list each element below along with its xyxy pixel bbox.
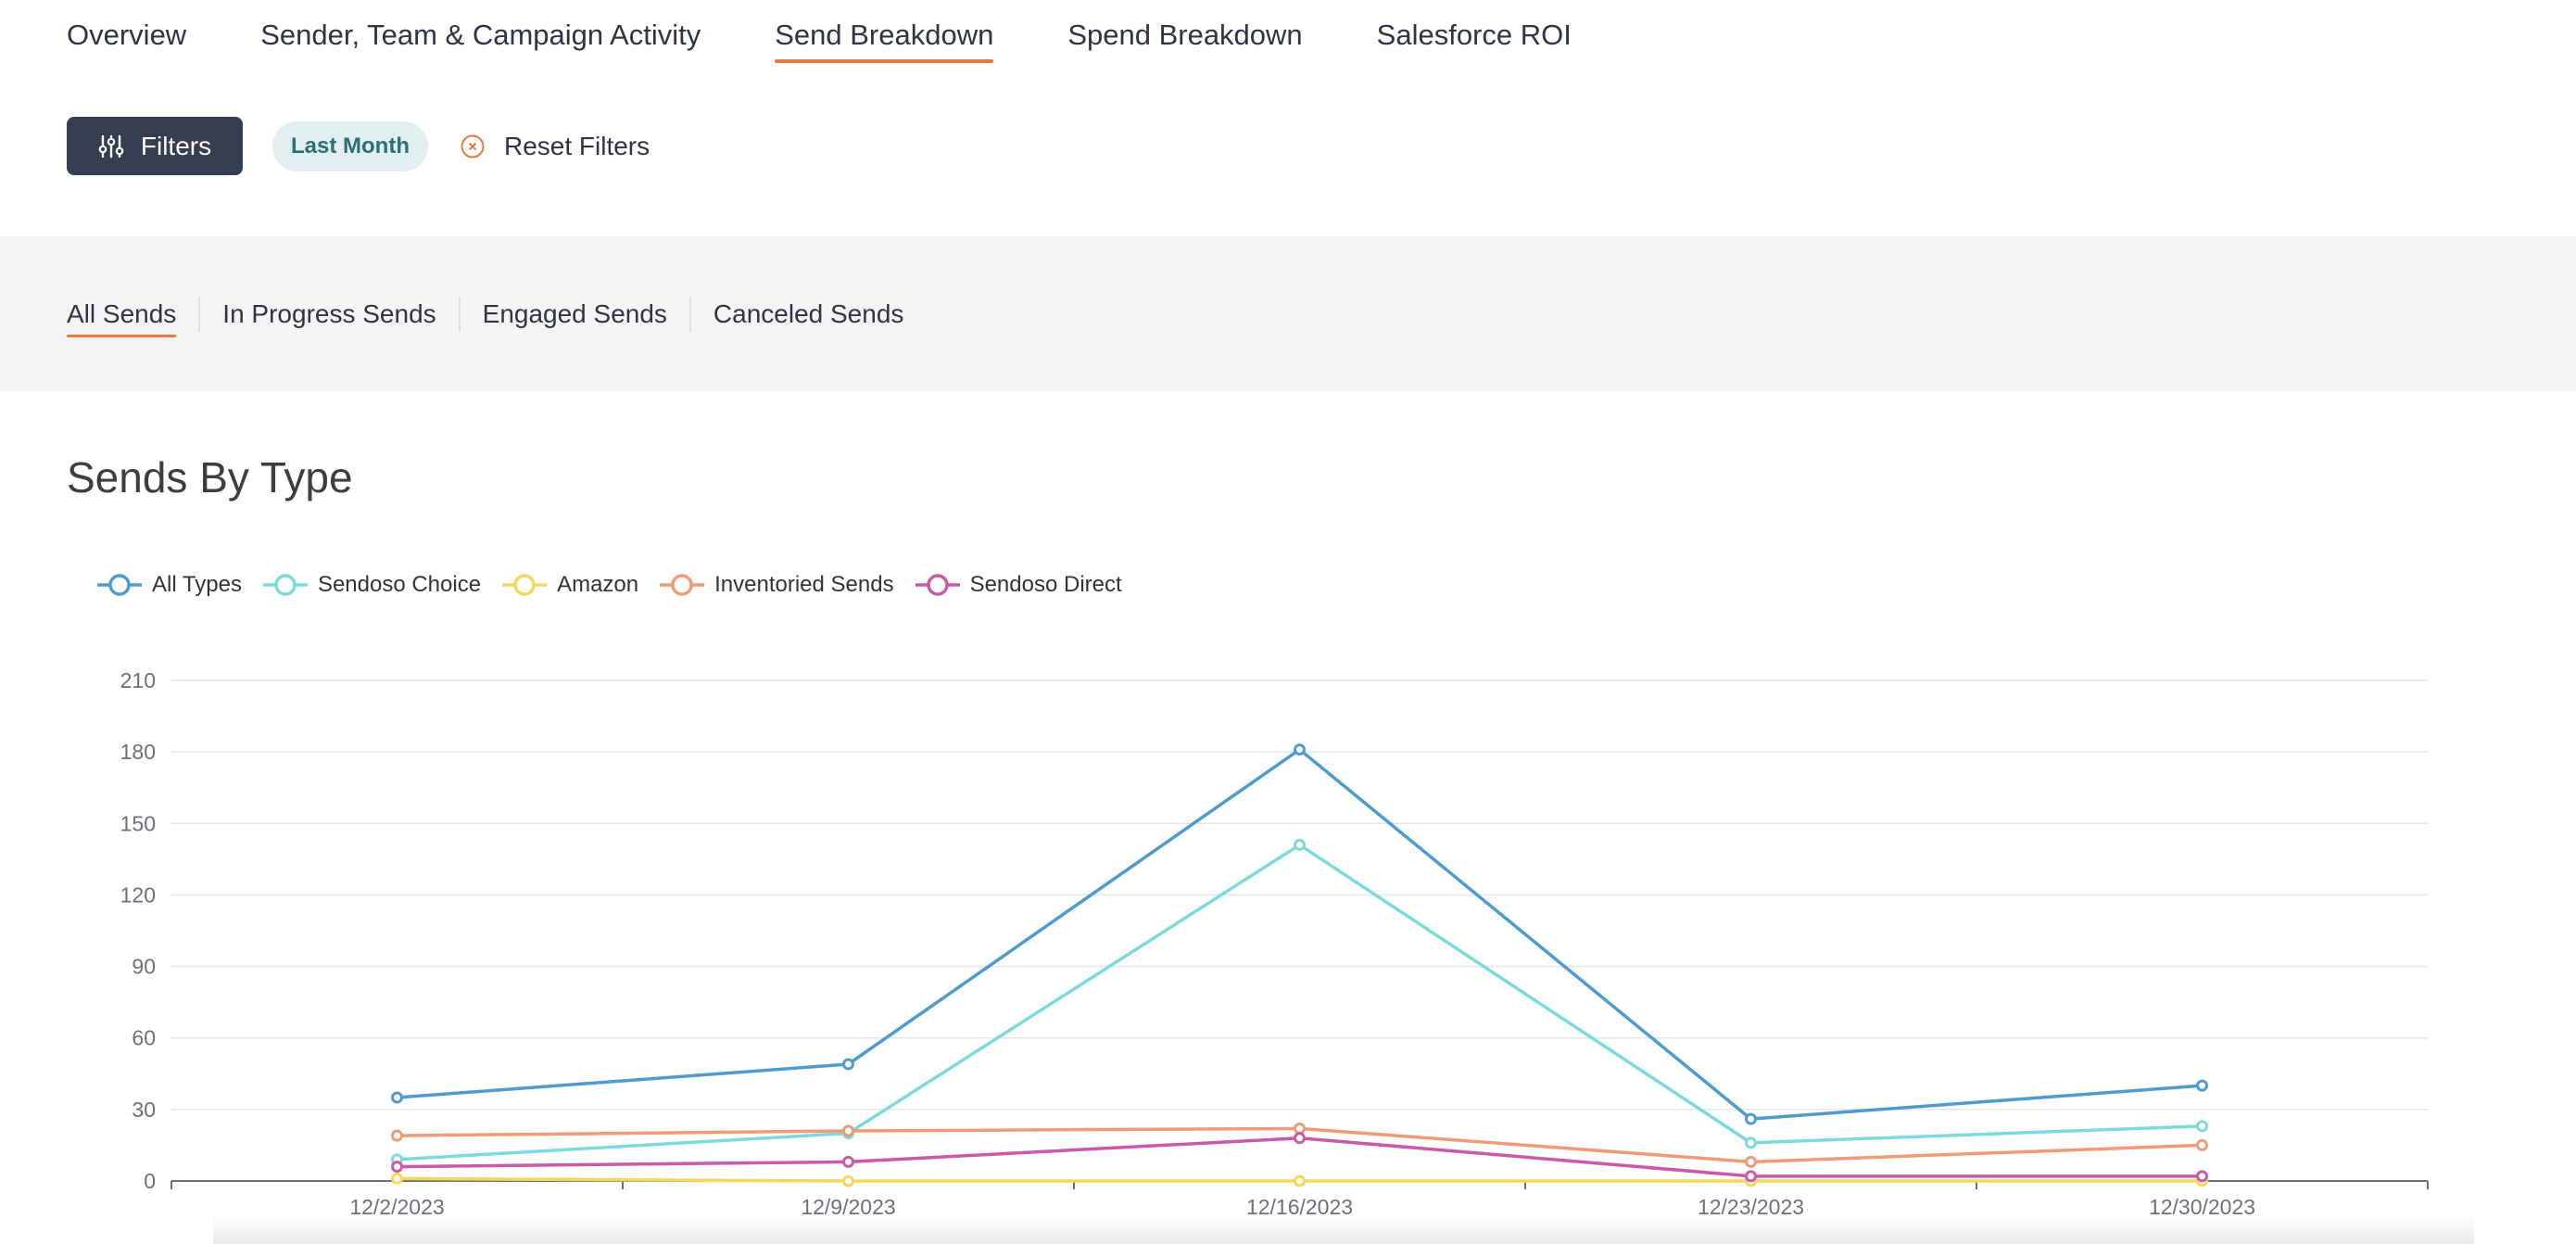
data-point bbox=[842, 1058, 854, 1071]
data-point bbox=[1294, 1174, 1306, 1187]
tab-salesforce-roi[interactable]: Salesforce ROI bbox=[1376, 19, 1572, 51]
data-point bbox=[1294, 1132, 1306, 1145]
data-point bbox=[842, 1174, 854, 1187]
date-range-chip-label: Last Month bbox=[291, 133, 410, 159]
data-point bbox=[2196, 1138, 2208, 1151]
subtab-all-sends[interactable]: All Sends bbox=[67, 298, 177, 337]
tab-send-breakdown[interactable]: Send Breakdown bbox=[775, 0, 994, 67]
data-point bbox=[1745, 1170, 1757, 1183]
date-range-chip[interactable]: Last Month bbox=[272, 121, 428, 171]
data-point bbox=[842, 1124, 854, 1137]
y-tick-label: 210 bbox=[120, 668, 156, 692]
data-point bbox=[1294, 838, 1306, 851]
y-tick-label: 180 bbox=[120, 740, 156, 764]
data-point bbox=[1294, 743, 1306, 756]
y-tick-label: 60 bbox=[132, 1026, 156, 1050]
send-type-tabs: All Sends In Progress Sends Engaged Send… bbox=[67, 236, 903, 391]
legend-marker-icon bbox=[262, 574, 308, 596]
divider bbox=[198, 296, 201, 332]
send-type-band: All Sends In Progress Sends Engaged Send… bbox=[0, 236, 2576, 391]
legend-item[interactable]: Inventoried Sends bbox=[659, 572, 894, 598]
y-tick-label: 90 bbox=[132, 955, 156, 979]
y-tick-label: 120 bbox=[120, 882, 156, 907]
sliders-icon bbox=[98, 134, 124, 158]
data-point bbox=[842, 1155, 854, 1168]
subtab-in-progress-sends[interactable]: In Progress Sends bbox=[222, 298, 436, 328]
subtab-engaged-sends[interactable]: Engaged Sends bbox=[482, 298, 667, 328]
legend-item[interactable]: Sendoso Direct bbox=[915, 572, 1122, 598]
subtab-canceled-sends[interactable]: Canceled Sends bbox=[713, 298, 904, 328]
legend-label: Inventoried Sends bbox=[714, 572, 894, 597]
legend-marker-icon bbox=[915, 574, 960, 596]
legend-item[interactable]: Sendoso Choice bbox=[262, 572, 481, 598]
data-point bbox=[391, 1129, 403, 1142]
reset-filters-label: Reset Filters bbox=[503, 131, 650, 160]
tab-sender-team-campaign-activity[interactable]: Sender, Team & Campaign Activity bbox=[260, 19, 701, 51]
chart-title: Sends By Type bbox=[67, 453, 353, 501]
series-line-sendoso-choice bbox=[397, 843, 2203, 1161]
y-tick-label: 150 bbox=[120, 811, 156, 835]
legend-item[interactable]: All Types bbox=[96, 572, 242, 598]
legend-label: All Types bbox=[152, 572, 242, 597]
scroll-shadow bbox=[213, 1214, 2474, 1244]
legend-marker-icon bbox=[97, 574, 142, 596]
tab-spend-breakdown[interactable]: Spend Breakdown bbox=[1067, 19, 1303, 51]
series-line-all-types bbox=[397, 747, 2203, 1121]
close-circle-icon bbox=[461, 134, 485, 158]
data-point bbox=[2196, 1079, 2208, 1092]
legend-marker-icon bbox=[660, 574, 705, 596]
filters-row: Filters Last Month Reset Filters bbox=[67, 117, 650, 175]
top-nav: Overview Sender, Team & Campaign Activit… bbox=[67, 0, 1646, 67]
data-point bbox=[1745, 1112, 1757, 1125]
filters-button-label: Filters bbox=[140, 131, 212, 160]
divider bbox=[458, 296, 461, 332]
y-tick-label: 0 bbox=[144, 1169, 156, 1193]
data-point bbox=[1745, 1136, 1757, 1149]
data-point bbox=[1294, 1122, 1306, 1135]
reset-filters-button[interactable]: Reset Filters bbox=[460, 132, 650, 161]
tab-overview[interactable]: Overview bbox=[67, 19, 187, 51]
data-point bbox=[2196, 1120, 2208, 1133]
data-point bbox=[391, 1161, 403, 1174]
legend-label: Sendoso Choice bbox=[317, 572, 482, 597]
data-point bbox=[391, 1172, 403, 1185]
legend-label: Amazon bbox=[557, 572, 639, 597]
data-point bbox=[1745, 1155, 1757, 1168]
legend-marker-icon bbox=[502, 574, 548, 596]
divider bbox=[688, 296, 691, 332]
legend-item[interactable]: Amazon bbox=[501, 572, 638, 598]
data-point bbox=[2196, 1170, 2208, 1183]
legend-label: Sendoso Direct bbox=[969, 572, 1122, 597]
y-tick-label: 30 bbox=[132, 1098, 156, 1122]
data-point bbox=[391, 1091, 403, 1104]
filters-button[interactable]: Filters bbox=[67, 117, 243, 175]
chart-legend: All Types Sendoso Choice Amazon Inventoried… bbox=[96, 572, 1143, 598]
